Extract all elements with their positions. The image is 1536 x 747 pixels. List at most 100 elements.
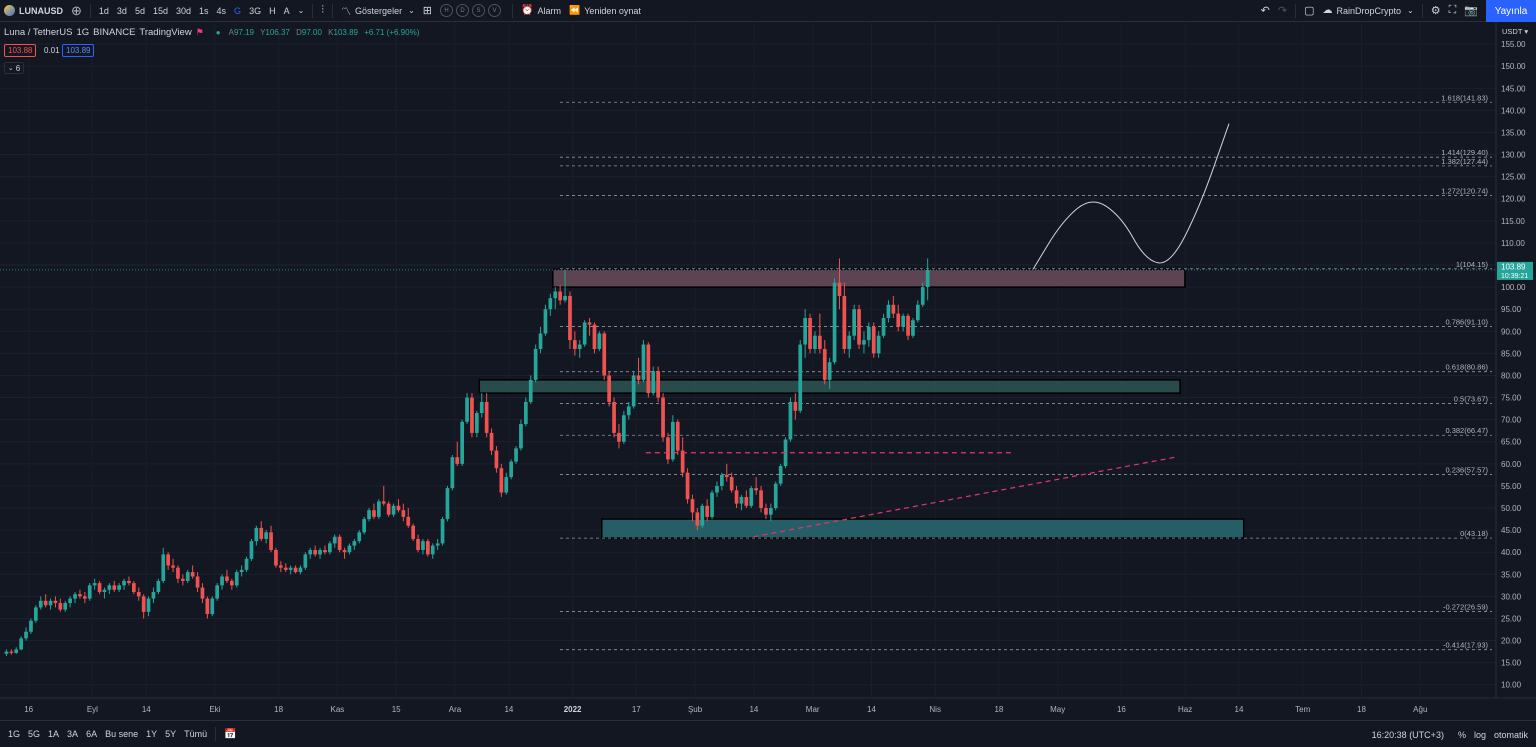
timeframe-0[interactable]: 1d bbox=[98, 5, 109, 16]
candle-body bbox=[14, 649, 19, 653]
date-range-icon[interactable]: 📅 bbox=[224, 728, 237, 740]
candle-body bbox=[87, 585, 92, 599]
ask-price-box[interactable]: 103.89 bbox=[62, 44, 95, 57]
candle-body bbox=[729, 477, 734, 491]
candle-body bbox=[9, 651, 14, 653]
timeframe-7[interactable]: G bbox=[234, 5, 242, 16]
time-tick-label: Tem bbox=[1295, 705, 1310, 714]
replay-icon: ⏪ bbox=[568, 5, 581, 15]
candle-body bbox=[916, 304, 920, 321]
candle-body bbox=[352, 541, 357, 546]
candle-body bbox=[617, 432, 621, 442]
candle-body bbox=[166, 554, 170, 566]
candle-body bbox=[597, 333, 602, 349]
range-7[interactable]: 5Y bbox=[165, 729, 177, 739]
price-chart[interactable]: 1.618(141.83) 1.414(129.40)1.382(127.44) 1… bbox=[0, 22, 1536, 720]
range-1[interactable]: 5G bbox=[28, 729, 41, 739]
fib-level-label: 0(43.18) bbox=[1460, 529, 1488, 538]
fib-level-label: 1(104.15) bbox=[1456, 260, 1489, 269]
candle-body bbox=[185, 572, 190, 581]
candle-body bbox=[328, 543, 332, 553]
publish-button[interactable]: Yayınla bbox=[1486, 0, 1536, 22]
candle-body bbox=[641, 344, 646, 380]
timeframe-9[interactable]: H bbox=[269, 5, 276, 16]
settings-gear-icon[interactable]: ⚙ bbox=[1430, 5, 1441, 17]
clock-time[interactable]: 16:20:38 (UTC+3) bbox=[1371, 729, 1444, 740]
replay-button[interactable]: ⏪ Yeniden oynat bbox=[565, 0, 645, 22]
bid-price-box[interactable]: 103.88 bbox=[4, 44, 37, 57]
undo-icon[interactable]: ↶ bbox=[1260, 5, 1270, 17]
range-4[interactable]: 6A bbox=[86, 729, 98, 739]
legend-title: Luna / TetherUS bbox=[4, 27, 73, 38]
price-tick-label: 140.00 bbox=[1501, 106, 1526, 115]
chart-grid bbox=[0, 22, 1496, 698]
alarm-button[interactable]: ⏰ Alarm bbox=[517, 0, 565, 22]
indicators-collapse-button[interactable]: ⌄ 6 bbox=[4, 62, 24, 74]
timeframe-4[interactable]: 30d bbox=[175, 5, 192, 16]
candle-body bbox=[862, 340, 866, 345]
candle-body bbox=[391, 505, 396, 515]
range-3[interactable]: 3A bbox=[67, 729, 79, 739]
candle-body bbox=[279, 565, 283, 568]
log-toggle[interactable]: log bbox=[1473, 729, 1486, 740]
candle-body bbox=[48, 600, 53, 606]
range-0[interactable]: 1G bbox=[8, 729, 21, 739]
timeframe-2[interactable]: 5d bbox=[134, 5, 145, 16]
candle-body bbox=[822, 348, 827, 380]
camera-icon[interactable]: 📷 bbox=[1464, 5, 1478, 17]
fibonacci-layer: 1.618(141.83) 1.414(129.40)1.382(127.44) 1… bbox=[560, 93, 1492, 651]
price-tick-label: 125.00 bbox=[1501, 173, 1526, 182]
candle-body bbox=[298, 567, 303, 573]
symbol-search[interactable]: LUNAUSD bbox=[0, 0, 67, 22]
timeframe-10[interactable]: A bbox=[283, 5, 290, 16]
auto-toggle[interactable]: otomatik bbox=[1493, 729, 1528, 740]
candle-body bbox=[538, 333, 543, 349]
candle-body bbox=[734, 490, 739, 504]
percent-toggle[interactable]: % bbox=[1457, 729, 1466, 740]
candle-body bbox=[626, 406, 631, 416]
price-axis[interactable]: 10.00 15.00 20.00 25.00 30.00 35.00 40.00 45.00… bbox=[1495, 22, 1536, 720]
range-8[interactable]: Tümü bbox=[184, 729, 208, 739]
template-v-icon[interactable]: V bbox=[488, 4, 501, 17]
timeframe-3[interactable]: 15d bbox=[152, 5, 168, 16]
template-d-icon[interactable]: D bbox=[456, 4, 469, 17]
legend-flag-icon: ⚑ bbox=[195, 27, 204, 37]
template-s-icon[interactable]: S bbox=[472, 4, 485, 17]
redo-icon[interactable]: ↷ bbox=[1277, 5, 1288, 17]
timeframe-8[interactable]: 3G bbox=[249, 5, 262, 16]
indicators-button[interactable]: 〽 Göstergeler ⌄ bbox=[337, 0, 419, 22]
candle-body bbox=[396, 505, 401, 511]
range-2[interactable]: 1A bbox=[48, 729, 60, 739]
time-tick-label: 18 bbox=[994, 705, 1003, 714]
timeframe-dropdown-icon[interactable]: ⌄ bbox=[297, 6, 305, 15]
candle-body bbox=[587, 322, 592, 325]
alarm-label: Alarm bbox=[537, 5, 561, 16]
timeframe-5[interactable]: 1s bbox=[199, 5, 209, 16]
candles-layer bbox=[4, 258, 930, 657]
time-axis[interactable]: 16 Eyl 14 Eki 18 Kas 15 Ara 14 2022 17 Şub 14 Mar 14 Ni… bbox=[0, 697, 1536, 714]
candle-body bbox=[269, 532, 273, 550]
divider bbox=[1421, 3, 1423, 18]
candle-body bbox=[577, 344, 582, 349]
fullscreen-icon[interactable]: ⛶ bbox=[1448, 4, 1457, 16]
alarm-clock-icon: ⏰ bbox=[521, 5, 534, 16]
candle-type-icon[interactable]: ⫶ bbox=[321, 4, 325, 16]
template-h-icon[interactable]: H bbox=[440, 4, 453, 17]
candle-body bbox=[553, 291, 558, 299]
candle-body bbox=[867, 326, 871, 341]
timeframe-6[interactable]: 4s bbox=[216, 5, 227, 16]
range-6[interactable]: 1Y bbox=[146, 729, 158, 739]
time-tick-label: 18 bbox=[1357, 705, 1366, 714]
candle-body bbox=[146, 598, 151, 612]
layout-square-icon[interactable]: ▢ bbox=[1304, 5, 1315, 17]
fib-level-label: 0.236(57.57) bbox=[1445, 466, 1488, 475]
layout-save-button[interactable]: ☁ RainDropCrypto ⌄ bbox=[1318, 0, 1417, 22]
timeframe-1[interactable]: 3d bbox=[116, 5, 127, 16]
candle-body bbox=[558, 291, 562, 301]
range-5[interactable]: Bu sene bbox=[105, 729, 139, 739]
compare-add-icon[interactable]: ⊕ bbox=[71, 2, 82, 18]
candle-body bbox=[107, 585, 112, 590]
layout-grid-icon[interactable]: ⊞ bbox=[422, 5, 432, 17]
candle-body bbox=[136, 591, 141, 597]
price-tick-label: 65.00 bbox=[1501, 438, 1522, 447]
